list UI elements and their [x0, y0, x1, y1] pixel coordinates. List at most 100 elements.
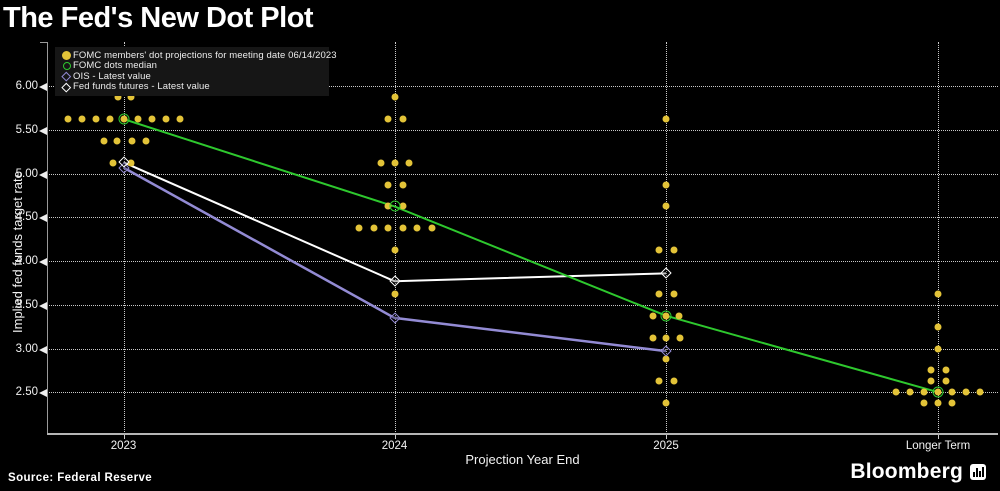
fomc-dot: [962, 388, 970, 396]
legend-item: FOMC dots median: [60, 60, 323, 72]
fomc-dot: [142, 137, 149, 145]
fomc-dot: [128, 137, 135, 145]
fomc-dot: [948, 399, 956, 407]
fomc-dot: [399, 202, 406, 210]
x-tick-mark: [394, 434, 396, 439]
fomc-dot: [391, 246, 398, 254]
y-tick-label: 4.50: [15, 211, 38, 224]
fomc-dot: [109, 159, 116, 167]
fomc-dot: [162, 115, 169, 123]
fomc-dot: [391, 159, 398, 167]
bloomberg-logo: Bloomberg: [850, 460, 986, 484]
category-gridline-Longer Term: [938, 42, 939, 434]
fomc-dot: [114, 93, 121, 101]
x-tick-label: 2023: [110, 440, 137, 452]
tick-arrow-icon: [39, 345, 47, 354]
x-tick-mark: [123, 434, 125, 439]
legend-item: OIS - Latest value: [60, 71, 323, 82]
y-axis-line: [47, 42, 48, 434]
tick-arrow-icon: [39, 83, 47, 92]
fomc-dot: [355, 224, 362, 232]
y-tick-label: 2.50: [15, 386, 38, 399]
x-tick-label: Longer Term: [905, 440, 971, 452]
y-tick-label: 3.50: [15, 298, 38, 311]
fomc-dot: [405, 159, 412, 167]
fomc-dot: [892, 388, 900, 396]
fomc-dot: [934, 290, 942, 298]
x-tick-label: 2025: [653, 440, 679, 452]
fomc-dot: [134, 115, 141, 123]
fomc-dot: [391, 93, 398, 101]
fomc-dot: [920, 388, 928, 396]
legend-item-label: OIS - Latest value: [73, 70, 151, 82]
fomc-dot: [127, 93, 134, 101]
y-tick-label: 4.00: [15, 255, 38, 268]
open-diamond-icon: [60, 71, 73, 81]
y-tick-label: 5.00: [15, 167, 38, 180]
fomc-dot: [920, 399, 928, 407]
fomc-dot: [370, 224, 377, 232]
filled-circle-icon: [60, 50, 73, 60]
fomc-dot: [670, 290, 678, 298]
fomc-dot: [662, 202, 670, 210]
fomc-dot: [934, 399, 942, 407]
x-tick-mark: [938, 434, 939, 439]
category-gridline-2025: [666, 42, 667, 434]
open-circle-marker: [118, 113, 129, 125]
open-diamond-marker: [660, 267, 672, 279]
series-line: [123, 118, 939, 394]
fomc-dot: [377, 159, 384, 167]
fomc-dot: [127, 159, 134, 167]
bloomberg-wordmark: Bloomberg: [850, 460, 963, 483]
gridline-5.50: [39, 127, 998, 135]
fomc-dot: [942, 366, 950, 374]
fomc-dot: [391, 290, 398, 298]
x-axis-line: [47, 433, 998, 435]
y-tick-label: 5.50: [15, 124, 38, 136]
fomc-dot: [384, 224, 391, 232]
legend-item-label: Fed funds futures - Latest value: [73, 81, 210, 93]
fomc-dot: [399, 224, 406, 232]
tick-arrow-icon: [39, 170, 47, 179]
fomc-dot: [428, 224, 435, 232]
fomc-dot: [670, 377, 678, 385]
fomc-dot: [670, 246, 678, 254]
fomc-dot: [64, 115, 71, 123]
open-diamond-marker: [388, 275, 401, 287]
legend-item: FOMC members' dot projections for meetin…: [60, 50, 337, 61]
legend-item-label: FOMC dots median: [73, 60, 157, 72]
fomc-dot: [948, 388, 956, 396]
fomc-dot: [78, 115, 85, 123]
fomc-dot: [384, 181, 391, 189]
fomc-dot: [662, 115, 670, 123]
gridline-2.50: [39, 389, 998, 398]
fomc-dot: [113, 137, 120, 145]
fomc-dot: [399, 115, 406, 123]
fomc-dot: [676, 334, 684, 342]
fomc-dot: [655, 377, 663, 385]
open-diamond-icon: [60, 82, 73, 92]
gridline-4.50: [39, 214, 998, 223]
bloomberg-chart-icon: [970, 464, 986, 480]
fomc-dot: [662, 334, 670, 342]
tick-arrow-icon: [39, 127, 47, 135]
fomc-dot: [675, 312, 683, 320]
source-text: Source: Federal Reserve: [8, 472, 153, 484]
page-title: The Fed's New Dot Plot: [3, 2, 314, 34]
fomc-dot: [906, 388, 914, 396]
category-gridline-2024: [394, 42, 396, 434]
open-circle-marker: [660, 310, 672, 322]
gridline-5.00: [39, 170, 998, 179]
fomc-dot: [927, 366, 935, 374]
fomc-dot: [106, 115, 113, 123]
tick-arrow-icon: [39, 389, 47, 398]
y-tick-label: 6.00: [15, 80, 38, 93]
open-circle-icon: [60, 61, 73, 70]
fomc-dot: [148, 115, 155, 123]
fomc-dot: [176, 115, 183, 123]
fomc-dot: [92, 115, 99, 123]
gridline-6.00: [39, 83, 998, 92]
legend-item-label: FOMC members' dot projections for meetin…: [73, 49, 337, 61]
fomc-dot: [927, 377, 935, 385]
fomc-dot: [976, 388, 984, 396]
